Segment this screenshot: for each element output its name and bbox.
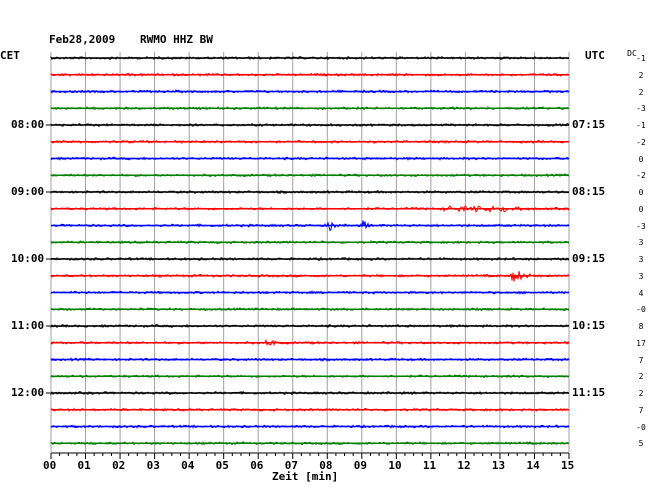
hour-label-utc: 11:15 <box>572 386 606 399</box>
x-tick-label: 07 <box>284 459 298 472</box>
dc-offset-label: 2 <box>638 87 644 97</box>
x-tick-label: 11 <box>422 459 437 472</box>
hour-label-utc: 07:15 <box>572 118 606 131</box>
dc-offset-label: 2 <box>638 70 644 80</box>
x-tick-label: 01 <box>77 459 91 472</box>
dc-offset-label: 7 <box>638 355 644 365</box>
x-tick-label: 09 <box>353 459 368 472</box>
x-tick-label: 13 <box>491 459 506 472</box>
dc-offset-label: 3 <box>638 271 644 281</box>
x-tick-label: 08 <box>319 459 333 472</box>
x-tick-label: 14 <box>526 459 540 472</box>
dc-offset-label: 2 <box>638 389 644 398</box>
hour-label-utc: 08:15 <box>572 185 606 198</box>
date-label: Feb28,2009 <box>49 33 116 46</box>
x-tick-label: 00 <box>43 459 57 472</box>
dc-offset-label: 17 <box>636 338 646 348</box>
dc-offset-label: -0 <box>636 305 646 315</box>
left-timezone-label: CET <box>0 49 20 62</box>
x-tick-label: 05 <box>215 459 229 472</box>
dc-offset-label: 7 <box>638 405 644 415</box>
dc-offset-label: 3 <box>638 238 644 248</box>
dc-header-label: DC <box>627 49 637 58</box>
dc-offset-label: 8 <box>638 322 644 331</box>
hour-label-cet: 10:00 <box>11 252 45 265</box>
x-tick-label: 02 <box>112 459 126 472</box>
dc-offset-label: 0 <box>638 154 644 164</box>
dc-offset-label: 0 <box>638 188 644 197</box>
x-tick-label: 03 <box>146 459 160 472</box>
hour-label-utc: 10:15 <box>572 319 606 332</box>
dc-offset-label: 3 <box>638 255 644 264</box>
dc-offset-label: -2 <box>636 137 646 147</box>
x-tick-label: 15 <box>561 459 575 472</box>
x-tick-label: 10 <box>388 459 402 472</box>
x-tick-label: 04 <box>181 459 195 472</box>
hour-label-cet: 09:00 <box>11 185 45 198</box>
right-timezone-label: UTC <box>585 49 605 62</box>
hour-label-cet: 11:00 <box>11 319 45 332</box>
x-tick-label: 12 <box>457 459 471 472</box>
hour-label-cet: 12:00 <box>11 386 45 399</box>
x-axis-label: Zeit [min] <box>272 470 339 483</box>
dc-offset-label: 4 <box>638 288 644 298</box>
dc-offset-label: 5 <box>638 439 644 449</box>
dc-offset-label: -1 <box>636 121 646 130</box>
dc-offset-label: -3 <box>636 221 646 231</box>
hour-label-utc: 09:15 <box>572 252 606 265</box>
dc-offset-label: -3 <box>636 104 646 114</box>
station-label: RWMO HHZ BW <box>140 33 213 46</box>
x-tick-label: 06 <box>250 459 264 472</box>
dc-offset-label: 0 <box>638 204 644 214</box>
dc-offset-label: -2 <box>636 171 646 181</box>
hour-label-cet: 08:00 <box>11 118 45 131</box>
dc-offset-label: -1 <box>636 54 646 63</box>
dc-offset-label: 2 <box>638 372 644 382</box>
dc-offset-label: -0 <box>636 422 646 432</box>
